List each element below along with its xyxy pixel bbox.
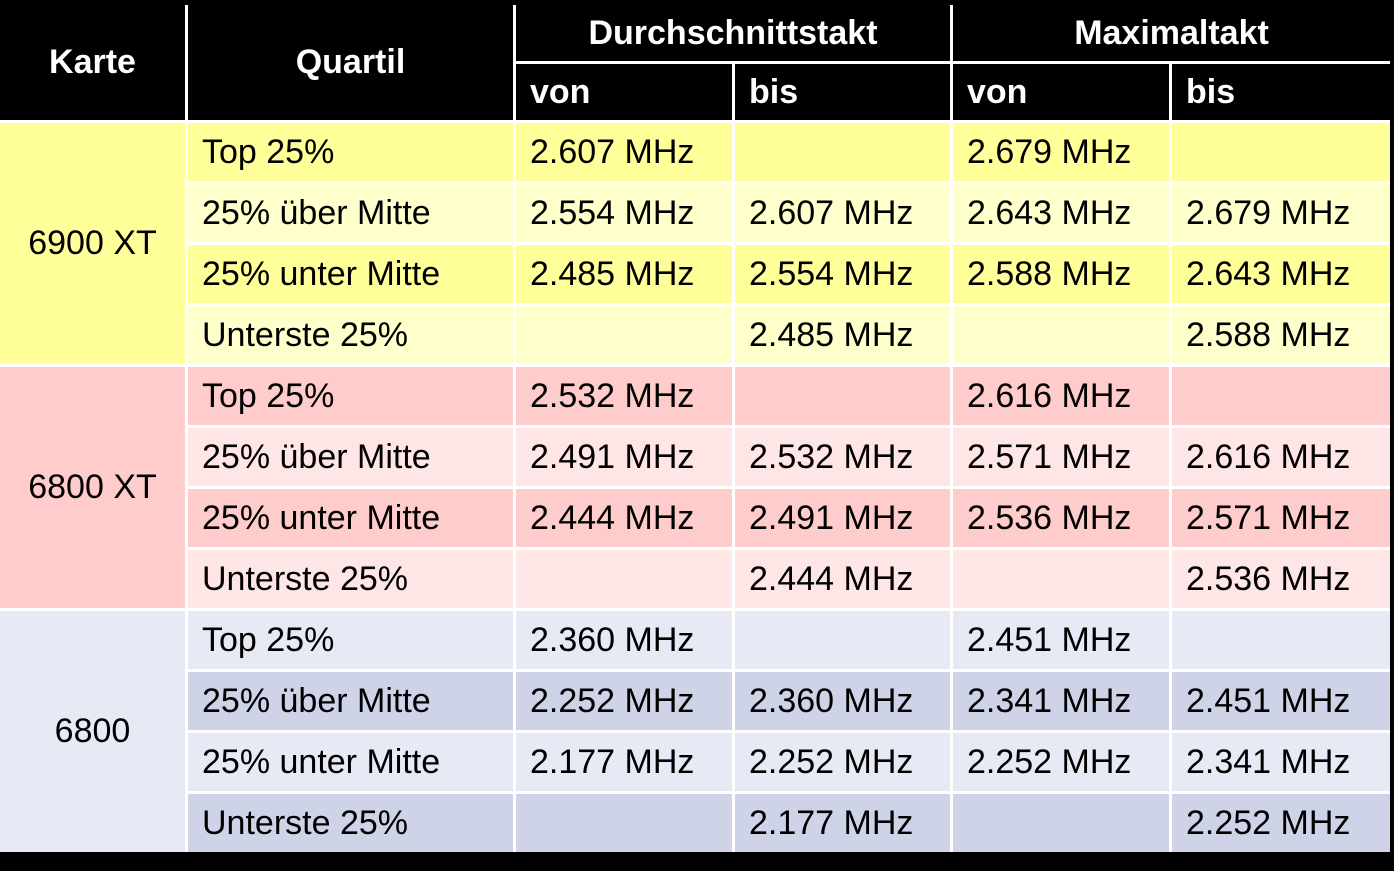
table-row: Unterste 25% 2.177 MHz 2.252 MHz xyxy=(0,794,1391,852)
table-row: 25% unter Mitte 2.177 MHz 2.252 MHz 2.252 M… xyxy=(0,733,1391,794)
table-row: 6800 Top 25% 2.360 MHz 2.451 MHz xyxy=(0,611,1391,852)
table-row: 6800 XT Top 25% 2.532 MHz 2.616 MHz xyxy=(0,367,1391,611)
avg-from-cell xyxy=(516,306,735,367)
header-row-groups: Karte Quartil Durchschnittstakt Maximalt… xyxy=(0,5,1391,123)
quartile-cell: 25% über Mitte xyxy=(188,672,516,733)
avg-from-cell: 2.252 MHz xyxy=(516,672,735,733)
clock-table: Karte Quartil Durchschnittstakt Maximalt… xyxy=(0,5,1391,852)
max-to-cell: 2.571 MHz xyxy=(1172,489,1391,550)
avg-from-cell: 2.491 MHz xyxy=(516,428,735,489)
max-to-cell: 2.588 MHz xyxy=(1172,306,1391,367)
max-from-cell: 2.571 MHz xyxy=(953,428,1172,489)
table-body: 6900 XT Top 25% 2.607 MHz 2.679 MHz 25% über… xyxy=(0,123,1391,852)
max-from-cell xyxy=(953,306,1172,367)
avg-from-cell xyxy=(516,794,735,852)
avg-to-cell xyxy=(735,123,953,184)
max-from-cell: 2.588 MHz xyxy=(953,245,1172,306)
quartile-cell: Unterste 25% xyxy=(188,306,516,367)
quartile-cell: 25% unter Mitte xyxy=(188,733,516,794)
avg-from-cell: 2.532 MHz xyxy=(516,367,735,428)
card-name-cell: 6800 xyxy=(0,611,188,852)
card-name-cell: 6900 XT xyxy=(0,123,188,367)
header-avg-from: von xyxy=(516,64,735,123)
quartile-cell: Unterste 25% xyxy=(188,794,516,852)
avg-from-cell: 2.177 MHz xyxy=(516,733,735,794)
header-max-clock: Maximaltakt xyxy=(953,5,1391,64)
table-row: Unterste 25% 2.444 MHz 2.536 MHz xyxy=(0,550,1391,611)
avg-from-cell: 2.554 MHz xyxy=(516,184,735,245)
table-row: Unterste 25% 2.485 MHz 2.588 MHz xyxy=(0,306,1391,367)
max-from-cell xyxy=(953,794,1172,852)
avg-to-cell: 2.491 MHz xyxy=(735,489,953,550)
max-from-cell: 2.252 MHz xyxy=(953,733,1172,794)
max-from-cell: 2.341 MHz xyxy=(953,672,1172,733)
max-to-cell: 2.252 MHz xyxy=(1172,794,1391,852)
max-to-cell: 2.451 MHz xyxy=(1172,672,1391,733)
header-row-sub: von bis von bis xyxy=(0,64,1391,123)
quartile-cell: Top 25% xyxy=(188,367,516,428)
table-row: 6900 XT Top 25% 2.607 MHz 2.679 MHz xyxy=(0,123,1391,367)
max-to-cell: 2.616 MHz xyxy=(1172,428,1391,489)
max-from-cell xyxy=(953,550,1172,611)
max-to-cell xyxy=(1172,611,1391,672)
avg-from-cell: 2.485 MHz xyxy=(516,245,735,306)
max-from-cell: 2.451 MHz xyxy=(953,611,1172,672)
quartile-cell: Top 25% xyxy=(188,611,516,672)
table-row: 25% über Mitte 2.252 MHz 2.360 MHz 2.341 MH… xyxy=(0,672,1391,733)
max-to-cell: 2.643 MHz xyxy=(1172,245,1391,306)
max-to-cell: 2.341 MHz xyxy=(1172,733,1391,794)
max-to-cell xyxy=(1172,367,1391,428)
header-quartile: Quartil xyxy=(188,5,516,123)
max-to-cell xyxy=(1172,123,1391,184)
quartile-cell: 25% unter Mitte xyxy=(188,245,516,306)
max-from-cell: 2.536 MHz xyxy=(953,489,1172,550)
quartile-cell: 25% unter Mitte xyxy=(188,489,516,550)
header-max-to: bis xyxy=(1172,64,1391,123)
avg-to-cell xyxy=(735,611,953,672)
max-from-cell: 2.643 MHz xyxy=(953,184,1172,245)
header-avg-to: bis xyxy=(735,64,953,123)
avg-from-cell: 2.444 MHz xyxy=(516,489,735,550)
table-row: 25% über Mitte 2.554 MHz 2.607 MHz 2.643 MH… xyxy=(0,184,1391,245)
table-row: 25% über Mitte 2.491 MHz 2.532 MHz 2.571 MH… xyxy=(0,428,1391,489)
table-header: Karte Quartil Durchschnittstakt Maximalt… xyxy=(0,5,1391,123)
avg-to-cell: 2.360 MHz xyxy=(735,672,953,733)
quartile-cell: 25% über Mitte xyxy=(188,428,516,489)
avg-to-cell: 2.444 MHz xyxy=(735,550,953,611)
max-to-cell: 2.536 MHz xyxy=(1172,550,1391,611)
avg-from-cell: 2.607 MHz xyxy=(516,123,735,184)
avg-to-cell: 2.252 MHz xyxy=(735,733,953,794)
card-name-cell: 6800 XT xyxy=(0,367,188,611)
table-row: 25% unter Mitte 2.485 MHz 2.554 MHz 2.588 M… xyxy=(0,245,1391,306)
avg-to-cell xyxy=(735,367,953,428)
max-from-cell: 2.679 MHz xyxy=(953,123,1172,184)
table-row: 25% unter Mitte 2.444 MHz 2.491 MHz 2.536 M… xyxy=(0,489,1391,550)
quartile-cell: 25% über Mitte xyxy=(188,184,516,245)
avg-from-cell: 2.360 MHz xyxy=(516,611,735,672)
avg-to-cell: 2.177 MHz xyxy=(735,794,953,852)
max-to-cell: 2.679 MHz xyxy=(1172,184,1391,245)
quartile-cell: Unterste 25% xyxy=(188,550,516,611)
quartile-cell: Top 25% xyxy=(188,123,516,184)
header-card: Karte xyxy=(0,5,188,123)
header-avg-clock: Durchschnittstakt xyxy=(516,5,953,64)
avg-to-cell: 2.485 MHz xyxy=(735,306,953,367)
header-max-from: von xyxy=(953,64,1172,123)
avg-to-cell: 2.554 MHz xyxy=(735,245,953,306)
max-from-cell: 2.616 MHz xyxy=(953,367,1172,428)
avg-to-cell: 2.532 MHz xyxy=(735,428,953,489)
avg-to-cell: 2.607 MHz xyxy=(735,184,953,245)
avg-from-cell xyxy=(516,550,735,611)
